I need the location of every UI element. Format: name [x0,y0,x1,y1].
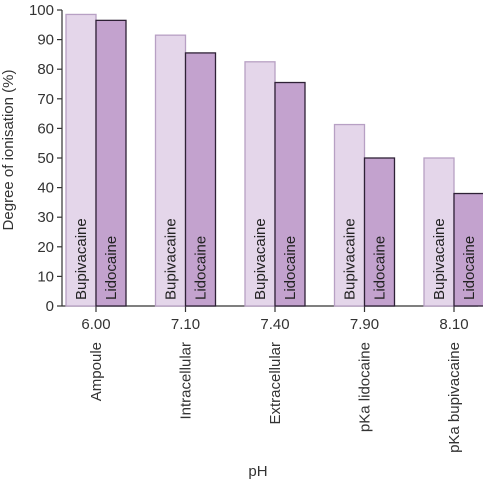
bar-series-label: Lidocaine [193,236,210,300]
x-tick-label: 7.40 [260,316,289,333]
bar-series-label: Bupivacaine [252,218,269,300]
x-tick-label: 8.10 [439,316,468,333]
bar-lidocaine [95,19,127,307]
y-tick-label: 100 [29,2,54,19]
bar-series-label: Lidocaine [372,236,389,300]
y-tick-label: 40 [37,180,54,197]
category-description: Intracellular [178,342,195,420]
category-description: Extracellular [267,342,284,425]
y-axis: 0 10 20 30 40 50 60 70 80 90 100 [29,2,63,315]
y-tick-label: 90 [37,32,54,49]
y-tick-label: 50 [37,150,54,167]
y-tick-label: 60 [37,120,54,137]
category-description: pKa lidocaine [357,342,374,432]
y-tick-label: 20 [37,239,54,256]
y-tick-label: 30 [37,209,54,226]
x-tick-label: 7.90 [350,316,379,333]
bar-series-label: Bupivacaine [163,218,180,300]
category-description: Ampoule [88,342,105,401]
bar-series-label: Lidocaine [461,236,478,300]
bar-series-label: Lidocaine [103,236,120,300]
x-axis-title: pH [248,463,267,480]
x-axis [62,305,478,312]
bar-labels: Bupivacaine Lidocaine Bupivacaine Lidocaine… [73,218,478,300]
category-labels: 6.00 Ampoule 7.10 Intracellular 7.40 Extracel… [81,316,468,453]
y-tick-label: 70 [37,91,54,108]
bars [65,13,483,307]
category-description: pKa bupivacaine [446,342,463,453]
bar-lidocaine [184,52,217,307]
y-tick-label: 0 [46,298,54,315]
y-tick-label: 10 [37,268,54,285]
bar-series-label: Bupivacaine [431,218,448,300]
x-tick-label: 7.10 [171,316,200,333]
bar-series-label: Lidocaine [282,236,299,300]
y-tick-label: 80 [37,61,54,78]
bar-lidocaine [274,81,306,307]
x-tick-label: 6.00 [81,316,110,333]
bar-series-label: Bupivacaine [342,218,359,300]
bar-lidocaine [453,192,483,307]
bar-series-label: Bupivacaine [73,218,90,300]
bar-lidocaine [363,157,396,307]
y-axis-title: Degree of ionisation (%) [0,70,17,231]
